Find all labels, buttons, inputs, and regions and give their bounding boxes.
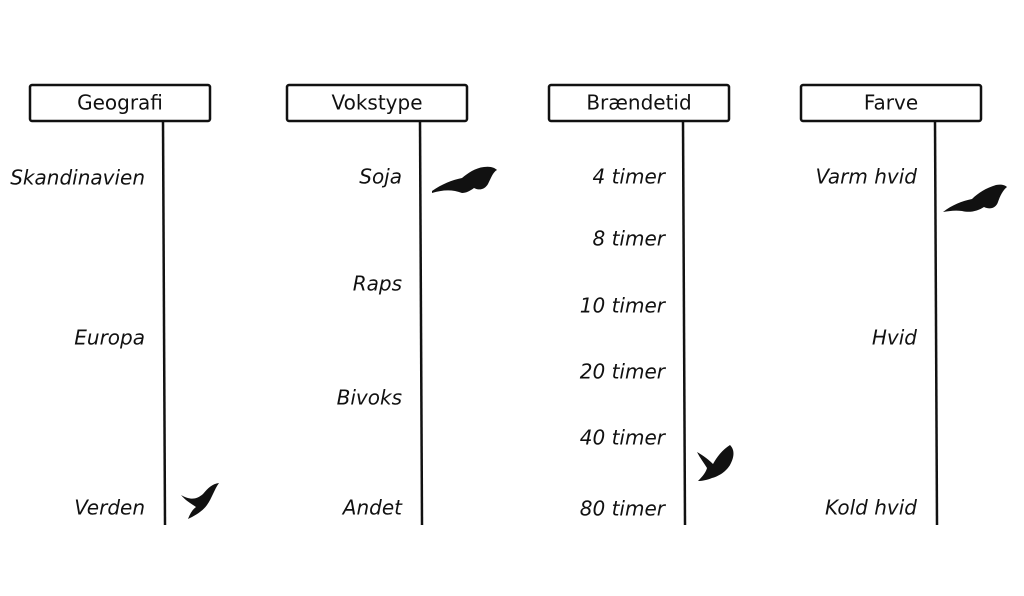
column-header: Vokstype [331, 91, 422, 115]
column-item: 80 timer [580, 497, 667, 521]
column-item: Hvid [872, 326, 917, 350]
column-line [933, 120, 939, 526]
column-item: Raps [353, 272, 402, 296]
column-line [681, 120, 687, 526]
column-line [161, 120, 167, 526]
bird-icon [432, 166, 497, 193]
bird-icon [697, 445, 734, 481]
header-box [799, 83, 983, 123]
header-box [285, 83, 469, 123]
column-item: Andet [341, 496, 403, 520]
column-header: Geografi [77, 91, 163, 115]
column-item: 4 timer [593, 165, 667, 189]
bird-icon [943, 184, 1007, 212]
column-item: 8 timer [593, 227, 667, 251]
column-item: Bivoks [337, 386, 402, 410]
column-item: Verden [74, 496, 145, 520]
column-item: 10 timer [580, 294, 667, 318]
column-item: Kold hvid [825, 496, 917, 520]
column-item: 40 timer [580, 426, 667, 450]
column-line [418, 120, 424, 526]
column-item: Skandinavien [10, 166, 145, 190]
header-box [28, 83, 212, 123]
bird-icon [181, 483, 219, 519]
header-box [547, 83, 731, 123]
column-header: Brændetid [586, 91, 691, 115]
column-item: Soja [359, 165, 402, 189]
column-item: Varm hvid [816, 165, 918, 189]
column-header: Farve [864, 91, 918, 115]
column-item: 20 timer [580, 360, 667, 384]
column-item: Europa [74, 326, 145, 350]
